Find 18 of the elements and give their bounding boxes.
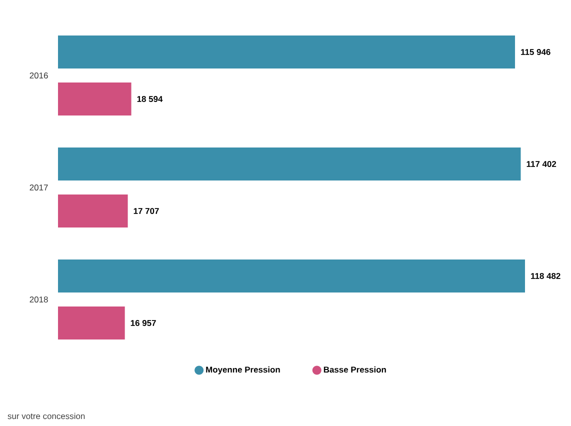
- bar: [58, 194, 128, 228]
- bar: [58, 260, 526, 293]
- bar: [58, 148, 521, 181]
- data-label: 117 402: [526, 161, 556, 167]
- y-tick-label: 2017: [30, 184, 48, 190]
- bar: [58, 306, 125, 340]
- data-label: 18 594: [137, 96, 163, 102]
- text: sur votre concession: [8, 412, 85, 420]
- data-label: 17 707: [134, 208, 159, 214]
- data-label: 118 482: [531, 273, 560, 279]
- y-tick-label: 2018: [30, 296, 48, 302]
- legend-label: Basse Pression: [324, 366, 386, 373]
- y-tick-label: 2016: [30, 72, 48, 78]
- legend-label: Moyenne Pression: [206, 366, 280, 374]
- data-label: 16 957: [130, 320, 156, 326]
- bar: [58, 82, 132, 116]
- data-label: 115 946: [521, 49, 550, 55]
- bar: [58, 36, 516, 69]
